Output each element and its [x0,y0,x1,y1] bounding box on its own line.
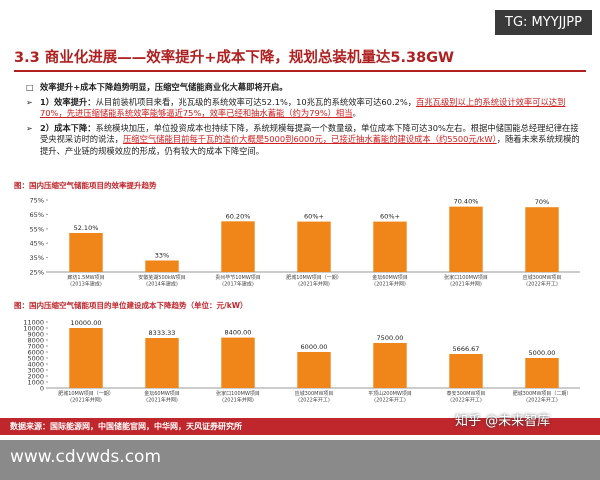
x-tick-label: 廊坊1.5MW项目(2013年建成) [67,274,104,288]
x-tick-label: 肥城10MW项目（一期）(2021年并网) [286,274,342,288]
y-tick-label: 9000 [27,331,44,339]
y-tick-label: 2000 [27,373,44,381]
value-label: 60%+ [380,213,400,221]
chart-title: 图：国内压缩空气储能项目的单位建设成本下降趋势（单位：元/kW） [14,300,248,310]
bullet-text: 从目前装机项目来看，兆瓦级的系统效率可达52.1%，10兆瓦的系统效率可达60.… [95,96,417,107]
y-tick-label: 1000 [27,379,44,387]
value-label: 5666.67 [453,345,480,353]
value-label: 60%+ [304,213,324,221]
x-tick-label: 张家口100MW项目(2021年并网) [444,274,488,288]
x-tick-label: 张家口100MW项目(2021年并网) [216,390,260,404]
bar [69,328,103,388]
y-tick-label: 65% [30,211,44,219]
value-label: 33% [155,251,169,259]
source: 数据来源：国际能源网，中国储能官网，中华网，天风证券研究所 [0,418,600,435]
x-tick-label: 金坛60MW项目(2021年并网) [144,390,180,404]
value-label: 70.40% [454,198,479,206]
bar [449,353,483,388]
x-tick-label: 安徽芜湖500kW项目(2014年建成) [138,274,185,288]
x-tick-label: 应城300MW项目(2022年开工) [295,390,334,404]
bar [449,206,483,272]
y-tick-label: 8000 [27,337,44,345]
bullet-marker: ➢ [26,123,33,133]
x-tick-label: 肥城300MW项目（二期）(2022年开工) [513,390,572,404]
website: www.cdvwds.com [10,447,162,467]
y-tick-label: 6000 [27,349,44,357]
bar [525,207,559,272]
bullet-text: 1）效率提升： [40,96,96,107]
y-tick-label: 10000 [23,325,44,333]
bullet-marker: □ [26,83,34,92]
bullet-text: 效率提升+成本下降趋势明显，压缩空气储能商业化大幕即将开启。 [40,82,288,92]
bar [221,221,255,272]
bullet-text: 系统模块加压，单位投资成本也持续下降，系统规模每提高一个数量级，单位成本下降可达… [40,122,579,145]
watermark: 知乎 @未来智库 [455,414,551,429]
bar [297,221,331,272]
bullet-text: 。 [352,108,361,118]
bar [373,221,407,272]
y-tick-label: 75% [30,197,44,205]
x-tick-label: 金坛60MW项目(2021年并网) [372,274,408,288]
bar [145,260,179,272]
bullet-text: 压缩空气储能目前每千瓦的造价大概是5000到6000元，已接近抽水蓄能的建设成本… [122,134,497,144]
bar [373,343,407,388]
title-rule [14,70,586,72]
bullet: □ 效率提升+成本下降趋势明显，压缩空气储能商业化大幕即将开启。 [26,82,582,94]
bullet-marker: ➢ [26,97,33,107]
value-label: 10000.00 [70,319,101,327]
charts: 图：国内压缩空气储能项目的效率提升趋势 25% 35% 45% 55% 65% 75% 52.… [14,180,580,404]
x-tick-label: 应城300MW项目(2022年开工) [523,274,562,288]
y-tick-label: 5000 [27,355,44,363]
chart-title: 图：国内压缩空气储能项目的效率提升趋势 [14,180,157,190]
slide-title: 3.3 商业化进展——效率提升+成本下降，规划总装机量达5.38GW [14,50,455,66]
y-tick-label: 0 [40,385,44,393]
bar [297,352,331,388]
value-label: 5000.00 [529,349,556,357]
y-tick-label: 35% [30,254,44,262]
watermark-top: TG: MYYJJPP [495,10,592,35]
bar [69,232,103,272]
bar [525,358,559,388]
value-label: 7500.00 [377,334,404,342]
y-tick-label: 25% [30,269,44,277]
value-label: 8400.00 [225,329,252,337]
bullet-text: 百兆瓦级别以上的系统设计效率可以达到70%，先进压缩储能系统效率能够逼近75%，… [40,96,566,119]
bullet-text: 2）成本下降： [40,122,96,133]
bullet: ➢ 1）效率提升：从目前装机项目来看，兆瓦级的系统效率可达52.1%，10兆瓦的系… [26,97,582,120]
x-tick-label: 肥城10MW项目（一期）(2021年并网) [58,390,114,404]
value-label: 8333.33 [149,329,176,337]
y-tick-label: 7000 [27,343,44,351]
value-label: 60.20% [226,212,251,220]
y-tick-label: 45% [30,240,44,248]
bullets: □ 效率提升+成本下降趋势明显，压缩空气储能商业化大幕即将开启。 ➢ 1）效率提升：从… [26,82,582,160]
bar [221,337,255,388]
value-label: 70% [535,198,549,206]
y-tick-label: 11000 [23,319,44,327]
x-tick-label: 泰安300MW项目(2022年开工) [447,390,486,404]
bar [145,338,179,388]
bullet-text: ，随着未来系统规模的提升、产业链的规模效应的形成，仍有较大的成本下降空间。 [40,134,580,156]
website-bar: www.cdvwds.com [0,440,600,480]
y-tick-label: 3000 [27,367,44,375]
value-label: 52.10% [74,224,99,232]
y-tick-label: 55% [30,225,44,233]
value-label: 6000.00 [301,343,328,351]
y-tick-label: 4000 [27,361,44,369]
x-tick-label: 平顶山200MW项目(2022年开工) [368,390,412,404]
bullet: ➢ 2）成本下降：系统模块加压，单位投资成本也持续下降，系统规模每提高一个数量级，… [26,123,582,158]
x-tick-label: 贵州毕节10MW项目(2017年建成) [215,274,261,288]
